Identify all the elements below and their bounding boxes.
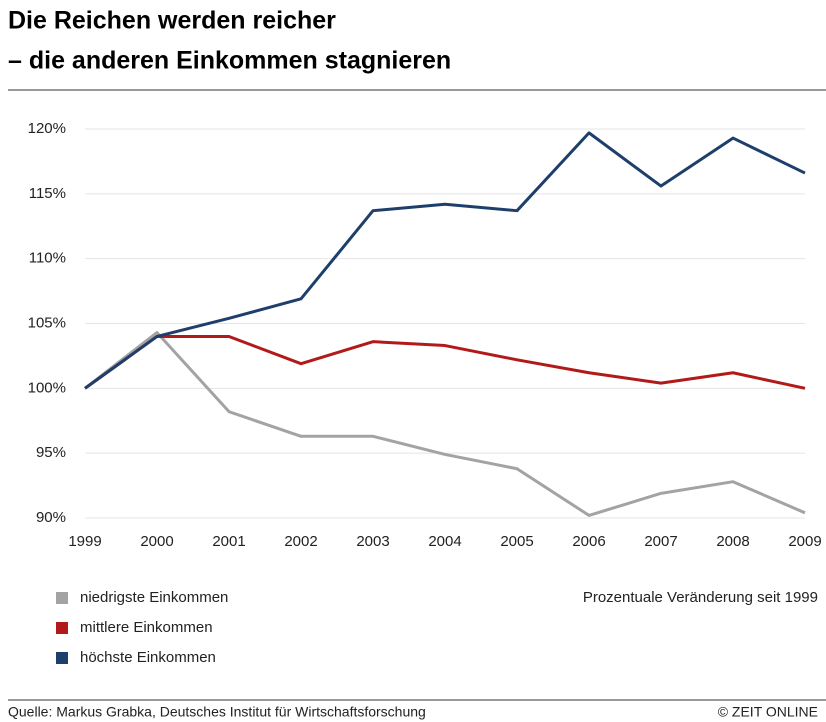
legend-swatch: [56, 622, 68, 634]
x-tick-label: 1999: [68, 533, 101, 550]
x-tick-label: 2005: [500, 533, 533, 550]
y-tick-label: 95%: [36, 444, 66, 461]
credit: © ZEIT ONLINE: [718, 704, 818, 720]
y-tick-label: 120%: [28, 120, 66, 137]
series-line: [84, 334, 806, 390]
legend-label: mittlere Einkommen: [80, 619, 213, 636]
x-tick-label: 2006: [572, 533, 605, 550]
y-tick-label: 110%: [29, 250, 66, 267]
x-tick-label: 2001: [212, 533, 245, 550]
chart-title: – die anderen Einkommen stagnieren: [8, 47, 451, 75]
x-tick-label: 2004: [428, 533, 461, 550]
y-tick-label: 90%: [36, 509, 66, 526]
legend-label: höchste Einkommen: [80, 649, 216, 666]
x-tick-label: 2008: [716, 533, 749, 550]
series-line: [84, 331, 806, 517]
x-tick-label: 2009: [788, 533, 821, 550]
series-line: [84, 131, 806, 390]
legend-label: niedrigste Einkommen: [80, 589, 228, 606]
annotation: Prozentuale Veränderung seit 1999: [583, 589, 818, 606]
y-tick-label: 115%: [29, 185, 66, 202]
legend-swatch: [56, 592, 68, 604]
x-tick-label: 2003: [356, 533, 389, 550]
y-tick-label: 100%: [28, 379, 66, 396]
x-tick-label: 2007: [644, 533, 677, 550]
legend-swatch: [56, 652, 68, 664]
y-tick-label: 105%: [28, 314, 66, 331]
x-tick-label: 2002: [284, 533, 317, 550]
source: Quelle: Markus Grabka, Deutsches Institu…: [8, 704, 426, 720]
x-tick-label: 2000: [140, 533, 173, 550]
chart-title: Die Reichen werden reicher: [8, 7, 336, 35]
